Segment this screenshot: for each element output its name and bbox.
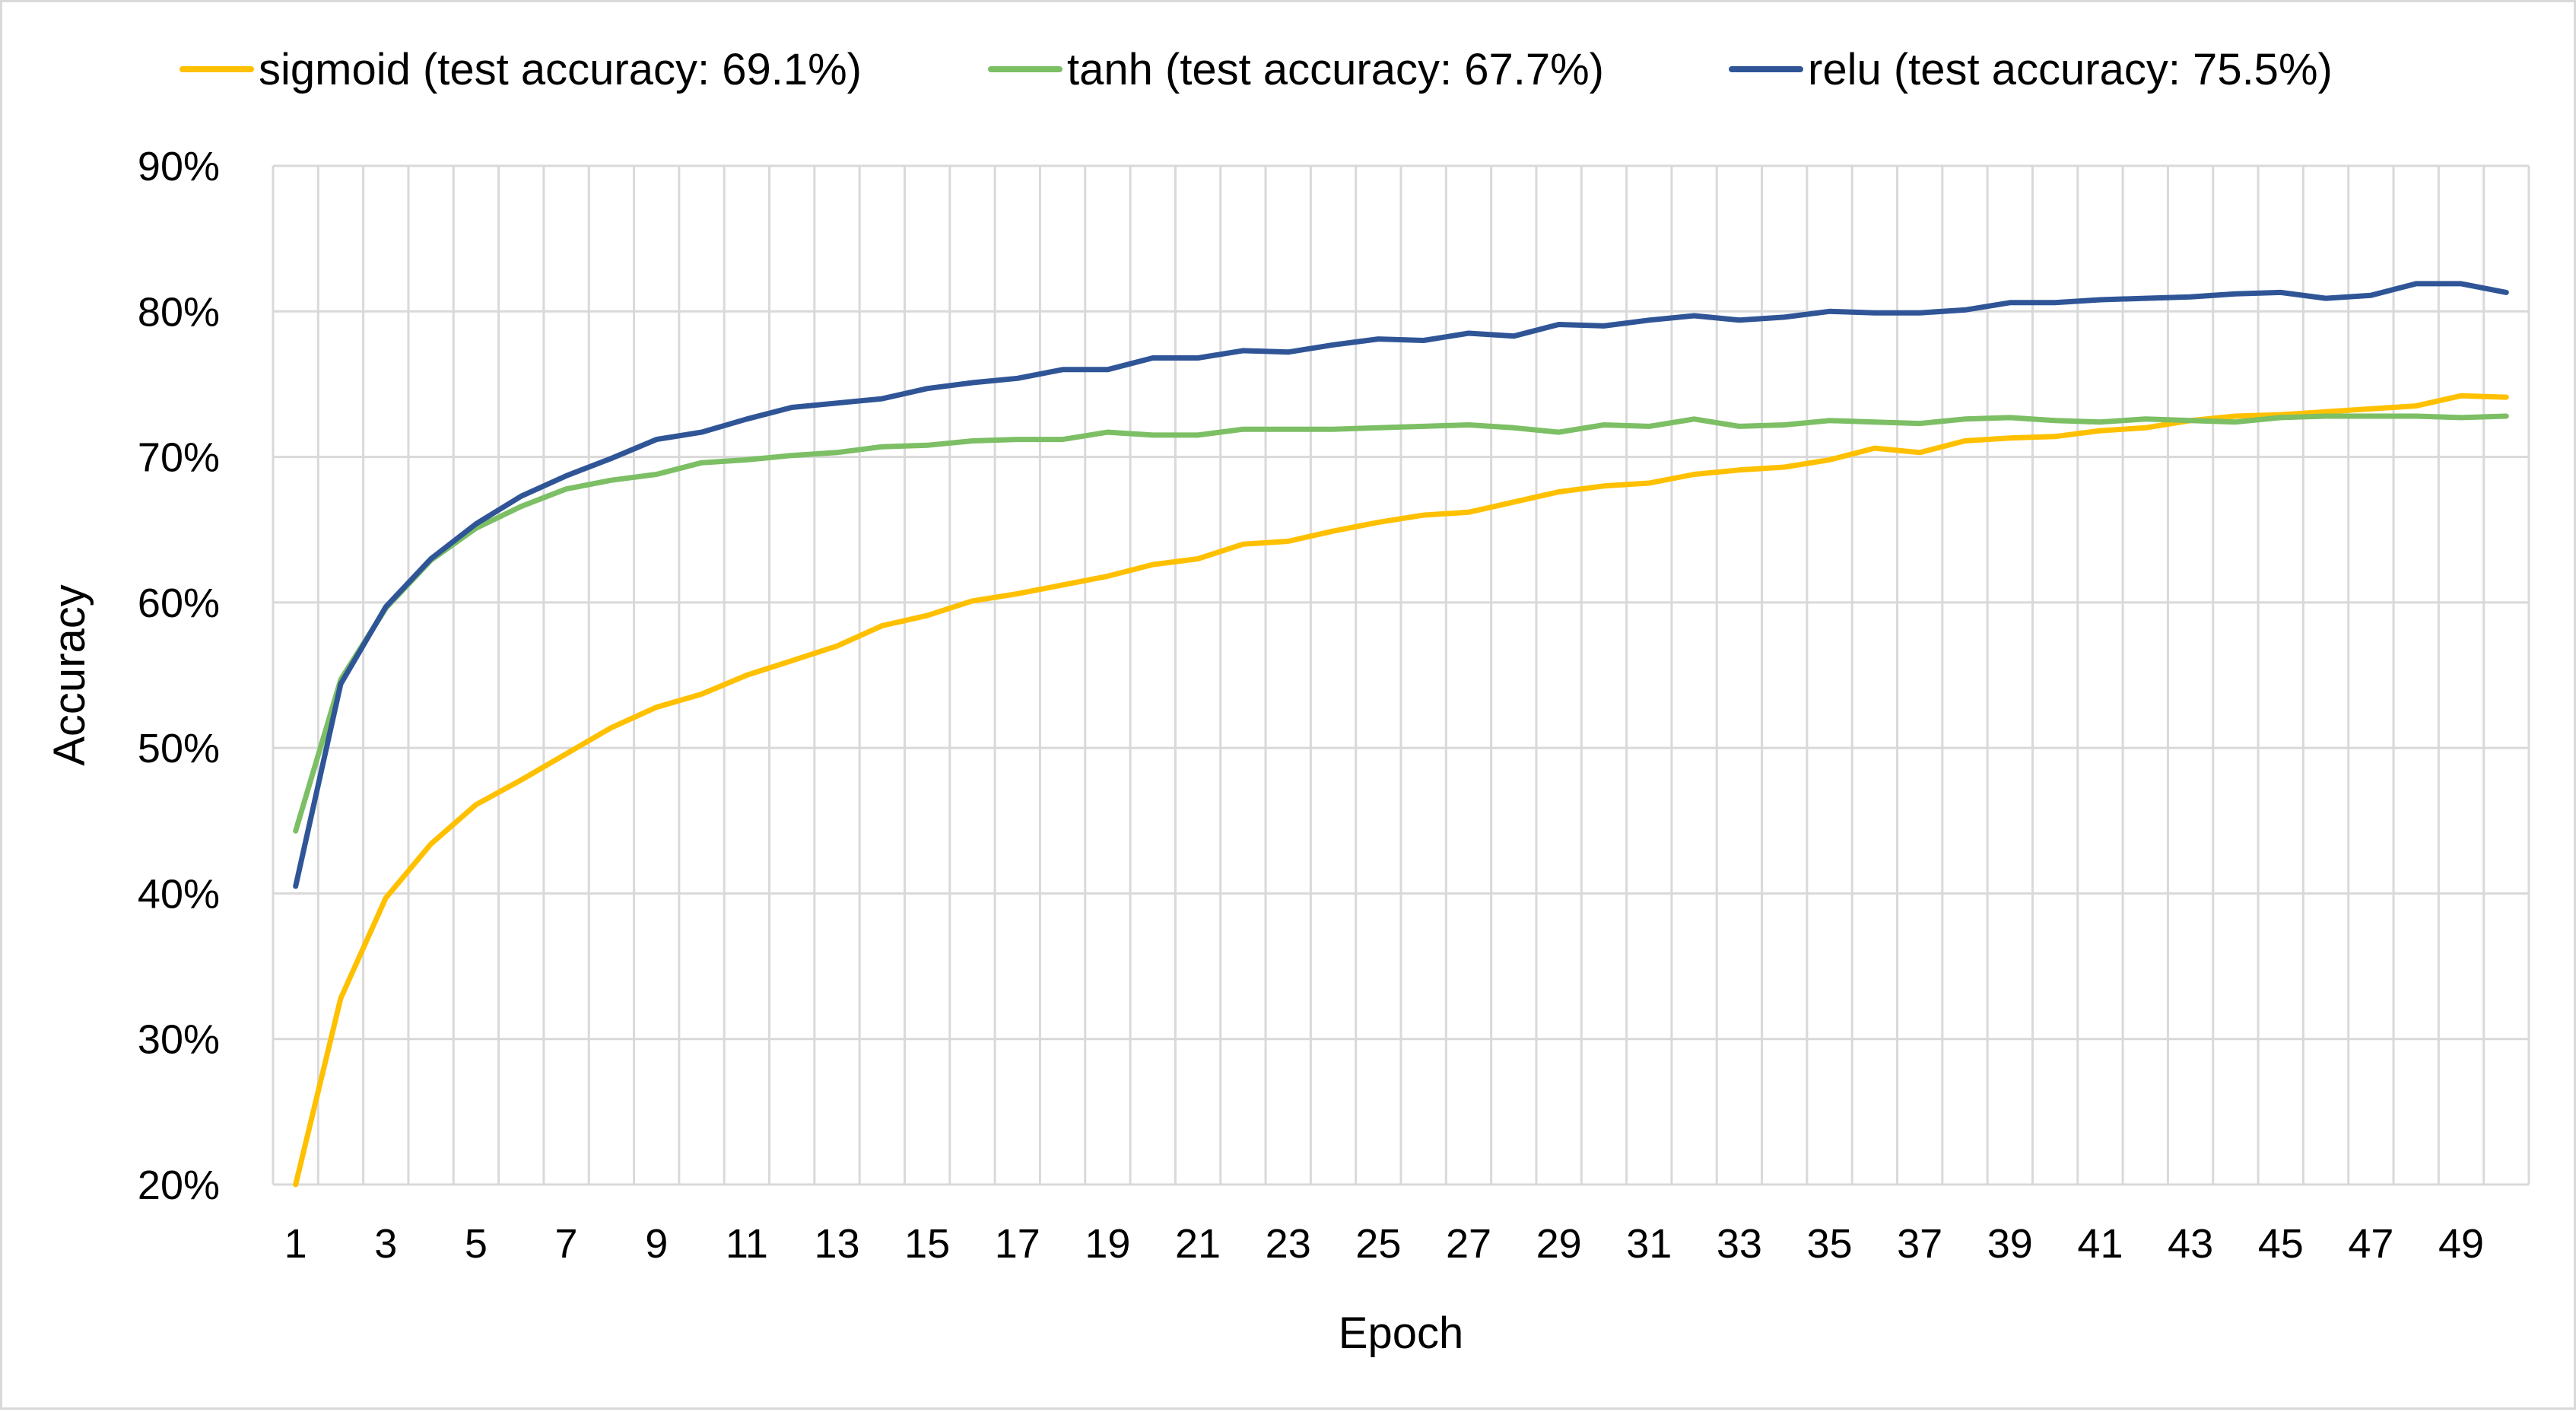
x-tick-label: 9 bbox=[645, 1221, 668, 1267]
gridlines bbox=[272, 164, 2530, 1186]
y-axis-title: Accuracy bbox=[45, 584, 94, 766]
x-tick-label: 7 bbox=[555, 1221, 578, 1267]
x-axis-title: Epoch bbox=[1339, 1309, 1463, 1358]
y-tick-label: 20% bbox=[138, 1162, 220, 1208]
x-tick-label: 35 bbox=[1807, 1221, 1853, 1267]
x-tick-label: 15 bbox=[904, 1221, 950, 1267]
x-tick-label: 3 bbox=[374, 1221, 397, 1267]
x-tick-label: 29 bbox=[1536, 1221, 1582, 1267]
x-tick-label: 25 bbox=[1355, 1221, 1401, 1267]
series-lines bbox=[293, 281, 2509, 1188]
x-axis-ticks: 1 3 5 7 9 11 13 15 17 19 21 23 25 27 29 31 33 35 37 39 41 43 4… bbox=[284, 1221, 2484, 1267]
x-tick-label: 47 bbox=[2348, 1221, 2393, 1267]
x-tick-label: 27 bbox=[1446, 1221, 1491, 1267]
y-tick-label: 60% bbox=[138, 580, 220, 626]
x-tick-label: 39 bbox=[1987, 1221, 2033, 1267]
legend-label: relu (test accuracy: 75.5%) bbox=[1808, 45, 2333, 94]
x-tick-label: 5 bbox=[465, 1221, 488, 1267]
x-tick-label: 41 bbox=[2077, 1221, 2123, 1267]
y-tick-label: 30% bbox=[138, 1017, 220, 1063]
x-tick-label: 13 bbox=[814, 1221, 859, 1267]
x-tick-label: 11 bbox=[726, 1221, 768, 1267]
series-line-relu bbox=[293, 281, 2509, 889]
y-tick-label: 70% bbox=[138, 435, 220, 481]
x-tick-label: 21 bbox=[1175, 1221, 1221, 1267]
x-tick-label: 19 bbox=[1085, 1221, 1130, 1267]
x-tick-label: 37 bbox=[1897, 1221, 1942, 1267]
y-tick-label: 50% bbox=[138, 726, 220, 771]
x-tick-label: 45 bbox=[2258, 1221, 2304, 1267]
x-tick-label: 49 bbox=[2438, 1221, 2484, 1267]
y-axis-ticks: 20% 30% 40% 50% 60% 70% 80% 90% bbox=[138, 144, 220, 1208]
y-tick-label: 90% bbox=[138, 144, 220, 189]
x-tick-label: 33 bbox=[1717, 1221, 1762, 1267]
series-line-tanh bbox=[293, 413, 2509, 834]
x-tick-label: 1 bbox=[284, 1221, 307, 1267]
y-tick-label: 40% bbox=[138, 871, 220, 917]
x-tick-label: 43 bbox=[2168, 1221, 2213, 1267]
legend-label: tanh (test accuracy: 67.7%) bbox=[1067, 45, 1604, 94]
series-line-sigmoid bbox=[293, 393, 2509, 1188]
x-tick-label: 23 bbox=[1266, 1221, 1311, 1267]
x-tick-label: 31 bbox=[1626, 1221, 1672, 1267]
x-tick-label: 17 bbox=[995, 1221, 1040, 1267]
legend-label: sigmoid (test accuracy: 69.1%) bbox=[259, 45, 862, 94]
y-tick-label: 80% bbox=[138, 289, 220, 335]
legend: sigmoid (test accuracy: 69.1%) tanh (test… bbox=[179, 45, 2333, 94]
